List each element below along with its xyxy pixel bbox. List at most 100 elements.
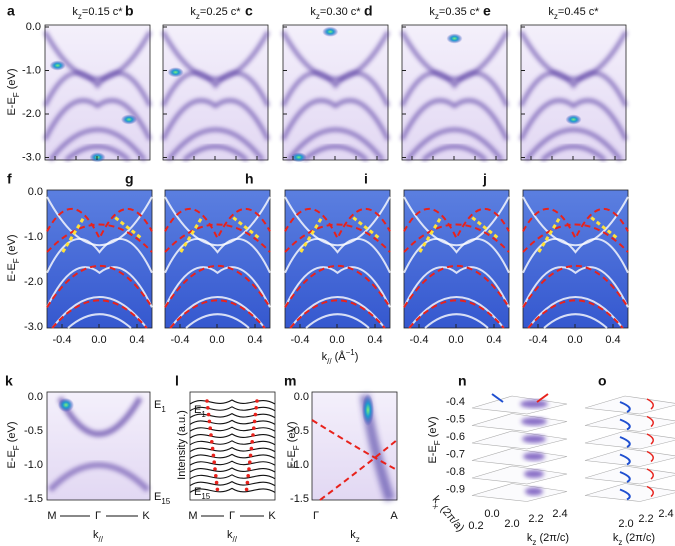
model-band [403,223,510,253]
panel-letter: f [7,171,12,187]
x-tick-label: 0.4 [247,334,262,346]
label-part: // [233,535,238,544]
panel-letter: h [245,171,254,187]
edc-curve [189,474,276,480]
label-part: =0.45 c* [558,6,599,18]
y-tick-label: -1.0 [290,459,309,471]
band [522,196,629,247]
energy-plane [584,413,675,432]
panel-title: kz=0.25 c* [190,6,241,21]
label-part: F [433,440,442,445]
panel-letter: k [5,373,13,389]
label-part: E [194,404,201,416]
label-part: k [93,529,99,541]
panel-letter: d [364,3,373,19]
band [522,266,629,308]
y-tick-label: -1.0 [24,459,43,471]
energy-plane [584,430,675,450]
label-part: (2π/a) [436,501,467,534]
energy-plane [471,430,568,450]
peak-marker [211,453,216,458]
band [424,313,489,329]
label-part: (Å [332,350,347,363]
band [403,237,510,274]
contour [619,401,631,413]
x-tick-label: -0.4 [171,334,190,346]
band [400,98,509,141]
band [400,30,509,81]
y-axis-label: E-EF (eV) [6,234,21,281]
edc-curve [189,426,276,432]
peak-marker [206,412,211,417]
dispersion-mark [590,216,619,240]
label-part: E-E [286,450,298,468]
model-band [284,223,391,253]
peak-marker [252,419,257,424]
edc-curve [189,460,276,466]
peak-marker [252,426,256,431]
band [286,127,385,162]
peak-marker [250,440,254,444]
intensity-spot [523,452,545,461]
band [519,98,628,141]
y-axis-label: E-EF (eV) [286,421,301,468]
label-part: 15 [201,492,210,501]
x-point-label: K [268,510,276,522]
x-tick-label: 2.2 [638,513,653,525]
band [185,313,250,329]
label-part: 1 [201,410,206,419]
model-band [527,299,624,329]
band [281,30,390,81]
y-axis-label: E-EF (eV) [6,421,21,468]
edc-curve [189,480,276,487]
label-part: =0.25 c* [200,6,241,18]
arrow [536,393,549,403]
panel-title: kz=0.15 c* [72,6,123,21]
x-tick-label: 0.4 [367,334,382,346]
intensity-spot [525,487,543,496]
label-part: 1 [161,405,166,414]
x-tick-label: 0.0 [484,508,499,520]
label-part: // [99,535,104,544]
panel-letter: b [125,3,134,19]
label-part: z [532,538,536,546]
contour [619,488,631,501]
energy-plane [471,465,568,485]
curvature-image [164,189,271,329]
band [43,98,152,141]
contour [619,436,631,448]
label-part: z [435,12,439,21]
band [43,30,152,81]
model-band [51,299,148,329]
band [166,127,265,162]
peak-marker [253,412,258,417]
marker-label: E15 [194,486,211,501]
curvature-image [284,189,391,329]
label-part: x [431,502,440,511]
x-point-label: M [188,510,197,522]
label-part: E-E [427,445,439,463]
y-axis-label: Intensity (a.u.) [176,410,188,480]
label-part: F [12,445,21,450]
y-tick-label: -0.4 [446,396,465,408]
model-band [403,265,510,308]
band [305,313,370,329]
x-tick-label: 0.4 [129,334,144,346]
band [161,30,270,81]
band [64,144,131,162]
marker-label: E15 [154,491,171,506]
band [161,98,270,141]
energy-plane [471,448,568,467]
band [400,70,509,107]
x-axis-label: k// [93,529,104,544]
band [164,196,271,247]
model-band [408,299,505,329]
label-part: (2π/c) [536,532,569,544]
peak-marker [255,399,259,403]
label-part: k [227,529,233,541]
band [67,313,132,329]
intensity-spot [167,67,184,78]
x-tick-label: 0.0 [448,334,463,346]
intensity-spot [446,33,463,44]
